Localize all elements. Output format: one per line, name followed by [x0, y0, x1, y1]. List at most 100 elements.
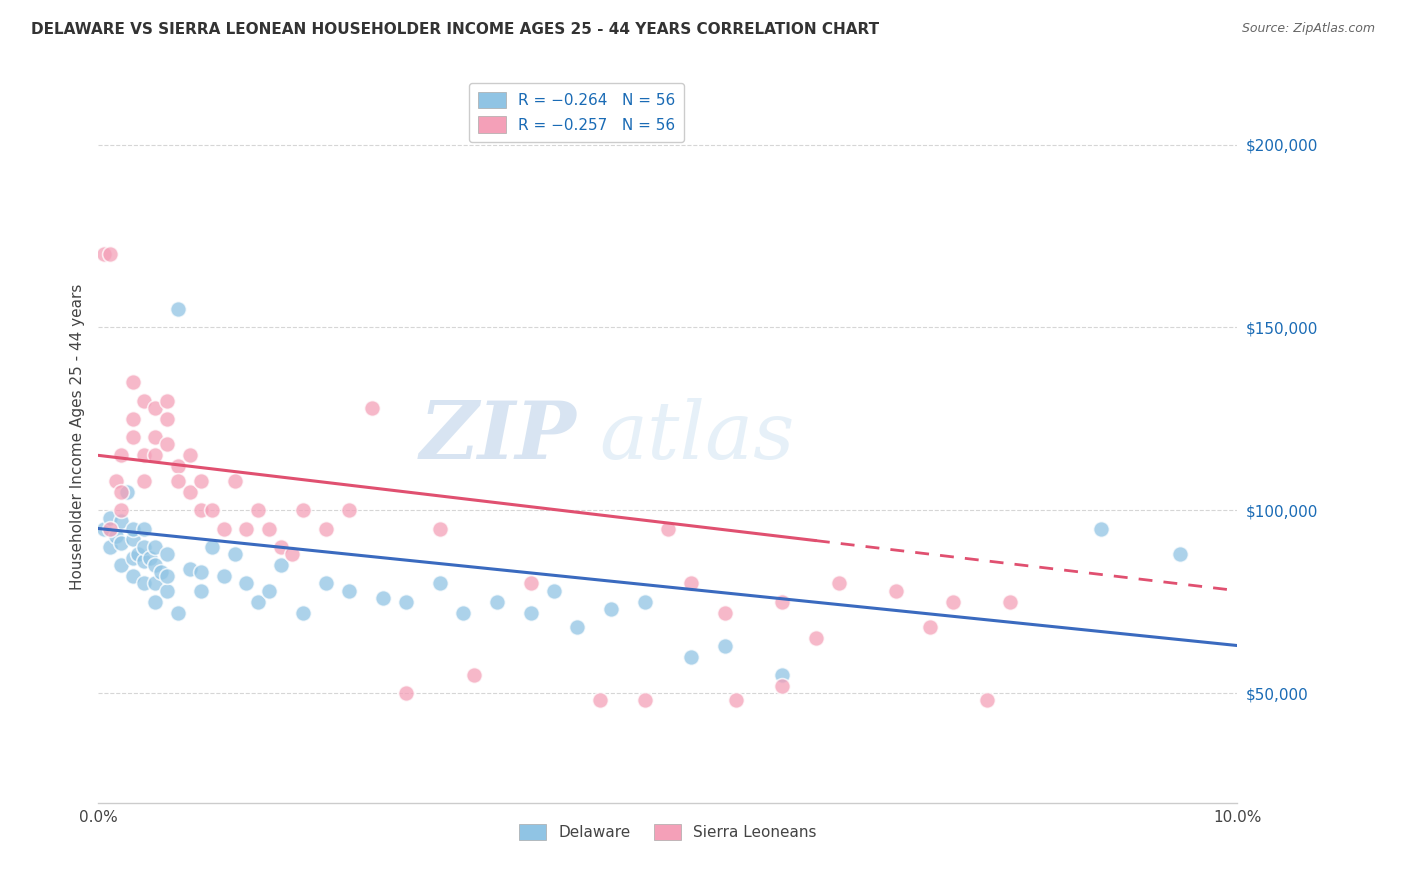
Point [976, 693, 998, 707]
Point [1090, 521, 1112, 535]
Point [145, 401, 167, 415]
Point [395, 594, 418, 608]
Point [714, 639, 737, 653]
Point [167, 606, 190, 620]
Point [121, 569, 143, 583]
Point [156, 411, 179, 425]
Text: DELAWARE VS SIERRA LEONEAN HOUSEHOLDER INCOME AGES 25 - 44 YEARS CORRELATION CHA: DELAWARE VS SIERRA LEONEAN HOUSEHOLDER I… [31, 22, 879, 37]
Point [588, 693, 610, 707]
Legend: Delaware, Sierra Leoneans: Delaware, Sierra Leoneans [513, 817, 823, 847]
Point [679, 649, 702, 664]
Point [884, 583, 907, 598]
Point [918, 620, 941, 634]
Point [179, 448, 201, 462]
Point [145, 540, 167, 554]
Point [167, 474, 190, 488]
Point [132, 540, 155, 554]
Point [714, 606, 737, 620]
Point [98, 540, 121, 554]
Point [110, 536, 132, 550]
Point [138, 550, 160, 565]
Point [451, 606, 474, 620]
Point [259, 521, 281, 535]
Point [145, 448, 167, 462]
Text: Source: ZipAtlas.com: Source: ZipAtlas.com [1241, 22, 1375, 36]
Point [259, 583, 281, 598]
Point [828, 576, 851, 591]
Point [121, 533, 143, 547]
Point [98, 510, 121, 524]
Point [292, 503, 315, 517]
Y-axis label: Householder Income Ages 25 - 44 years: Householder Income Ages 25 - 44 years [69, 284, 84, 591]
Point [770, 667, 793, 681]
Point [270, 558, 292, 573]
Point [201, 540, 224, 554]
Point [246, 594, 269, 608]
Point [486, 594, 509, 608]
Point [145, 594, 167, 608]
Point [634, 594, 657, 608]
Point [212, 569, 235, 583]
Point [942, 594, 965, 608]
Point [543, 583, 565, 598]
Point [429, 576, 451, 591]
Point [167, 459, 190, 474]
Point [315, 576, 337, 591]
Point [224, 474, 246, 488]
Point [679, 576, 702, 591]
Point [104, 529, 127, 543]
Point [1170, 547, 1192, 561]
Point [804, 632, 827, 646]
Point [212, 521, 235, 535]
Point [156, 437, 179, 451]
Point [145, 430, 167, 444]
Point [121, 430, 143, 444]
Point [770, 679, 793, 693]
Point [190, 566, 212, 580]
Point [145, 576, 167, 591]
Point [190, 474, 212, 488]
Point [132, 393, 155, 408]
Point [167, 301, 190, 317]
Point [315, 521, 337, 535]
Point [156, 569, 179, 583]
Point [463, 667, 485, 681]
Point [104, 474, 127, 488]
Point [156, 547, 179, 561]
Point [770, 594, 793, 608]
Point [190, 503, 212, 517]
Point [337, 583, 360, 598]
Text: atlas: atlas [599, 399, 794, 475]
Point [360, 401, 382, 415]
Point [337, 503, 360, 517]
Point [246, 503, 269, 517]
Point [150, 566, 173, 580]
Point [281, 547, 304, 561]
Point [565, 620, 588, 634]
Point [127, 547, 149, 561]
Point [115, 484, 138, 499]
Point [145, 558, 167, 573]
Point [725, 693, 748, 707]
Point [190, 583, 212, 598]
Point [395, 686, 418, 700]
Point [110, 503, 132, 517]
Point [520, 606, 543, 620]
Point [179, 562, 201, 576]
Point [201, 503, 224, 517]
Point [179, 484, 201, 499]
Point [121, 411, 143, 425]
Point [132, 521, 155, 535]
Point [132, 576, 155, 591]
Point [132, 448, 155, 462]
Point [224, 547, 246, 561]
Point [520, 576, 543, 591]
Point [373, 591, 395, 605]
Point [121, 550, 143, 565]
Point [429, 521, 451, 535]
Text: ZIP: ZIP [420, 399, 576, 475]
Point [156, 393, 179, 408]
Point [93, 247, 115, 261]
Point [132, 474, 155, 488]
Point [600, 602, 623, 616]
